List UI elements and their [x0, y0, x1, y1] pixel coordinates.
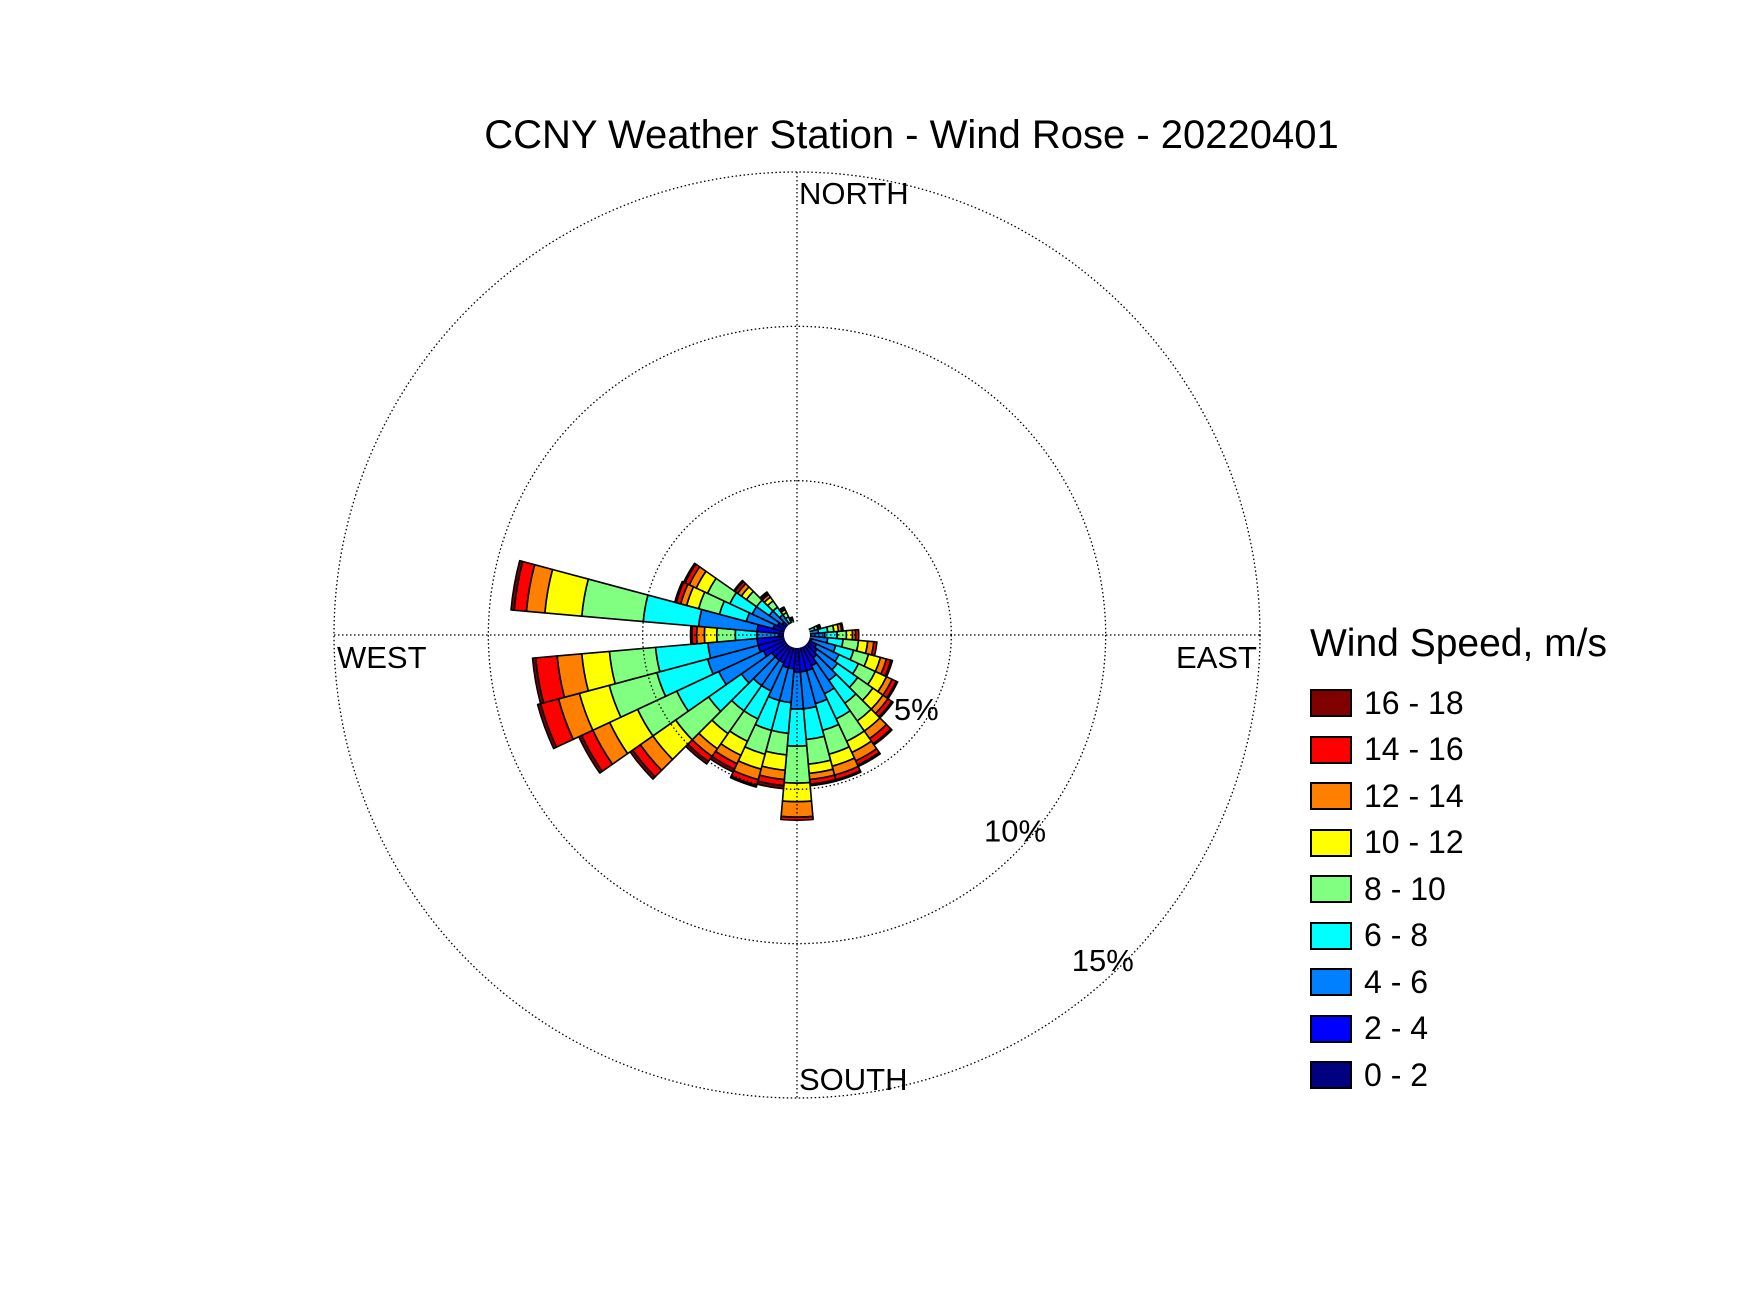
legend-item: 0 - 2	[1310, 1052, 1607, 1099]
legend-item: 8 - 10	[1310, 866, 1607, 913]
legend-label: 16 - 18	[1364, 684, 1464, 721]
legend-swatch	[1310, 921, 1352, 950]
legend-swatch	[1310, 782, 1352, 811]
grid-ring	[487, 325, 1107, 945]
rose-segment	[732, 579, 745, 593]
legend-label: 12 - 14	[1364, 777, 1464, 814]
legend-label: 14 - 16	[1364, 731, 1464, 768]
legend-swatch	[1310, 828, 1352, 857]
legend-label: 0 - 2	[1364, 1056, 1429, 1093]
legend: Wind Speed, m/s 16 - 18 14 - 16 12 - 14 10 …	[1310, 622, 1607, 1099]
rose-segment	[580, 578, 649, 623]
rose-segment	[536, 702, 558, 750]
legend-label: 2 - 4	[1364, 1010, 1429, 1047]
legend-item: 4 - 6	[1310, 959, 1607, 1006]
ring-label: 15%	[1072, 943, 1134, 978]
legend-swatch	[1310, 1061, 1352, 1090]
rose-segment	[510, 559, 524, 612]
chart-title: CCNY Weather Station - Wind Rose - 20220…	[484, 113, 1339, 157]
label-layer: NORTH SOUTH EAST WEST 5% 10% 15%	[337, 176, 1257, 1097]
legend-item: 6 - 8	[1310, 913, 1607, 960]
legend-items: 16 - 18 14 - 16 12 - 14 10 - 12 8 - 10 6 - 8 4…	[1310, 680, 1607, 1099]
legend-swatch	[1310, 735, 1352, 764]
center-hole	[784, 622, 810, 648]
legend-swatch	[1310, 1014, 1352, 1043]
polar-grid	[333, 171, 1261, 1099]
legend-swatch	[1310, 689, 1352, 718]
legend-item: 12 - 14	[1310, 773, 1607, 820]
rose-segment	[788, 616, 794, 621]
direction-label-north: NORTH	[799, 176, 909, 211]
rose-segment	[729, 775, 758, 788]
legend-item: 10 - 12	[1310, 820, 1607, 867]
legend-label: 8 - 10	[1364, 870, 1446, 907]
direction-label-west: WEST	[337, 640, 427, 675]
rose-segment	[839, 622, 844, 632]
legend-label: 10 - 12	[1364, 824, 1464, 861]
legend-item: 2 - 4	[1310, 1006, 1607, 1053]
rose-segment	[673, 580, 685, 604]
sector-layer	[510, 559, 899, 822]
legend-item: 16 - 18	[1310, 680, 1607, 727]
rose-segment	[531, 657, 545, 705]
rose-segment	[682, 562, 697, 584]
ring-label: 5%	[894, 692, 939, 727]
rose-segment	[759, 591, 769, 600]
legend-label: 4 - 6	[1364, 963, 1429, 1000]
legend-label: 6 - 8	[1364, 917, 1429, 954]
legend-title: Wind Speed, m/s	[1310, 622, 1607, 665]
direction-label-south: SOUTH	[799, 1062, 908, 1097]
legend-swatch	[1310, 968, 1352, 997]
legend-swatch	[1310, 875, 1352, 904]
rose-segment	[695, 625, 706, 645]
ring-label: 10%	[984, 813, 1046, 848]
direction-label-east: EAST	[1176, 640, 1257, 675]
legend-item: 14 - 16	[1310, 727, 1607, 774]
rose-segment	[780, 815, 814, 822]
rose-segment	[778, 606, 786, 612]
